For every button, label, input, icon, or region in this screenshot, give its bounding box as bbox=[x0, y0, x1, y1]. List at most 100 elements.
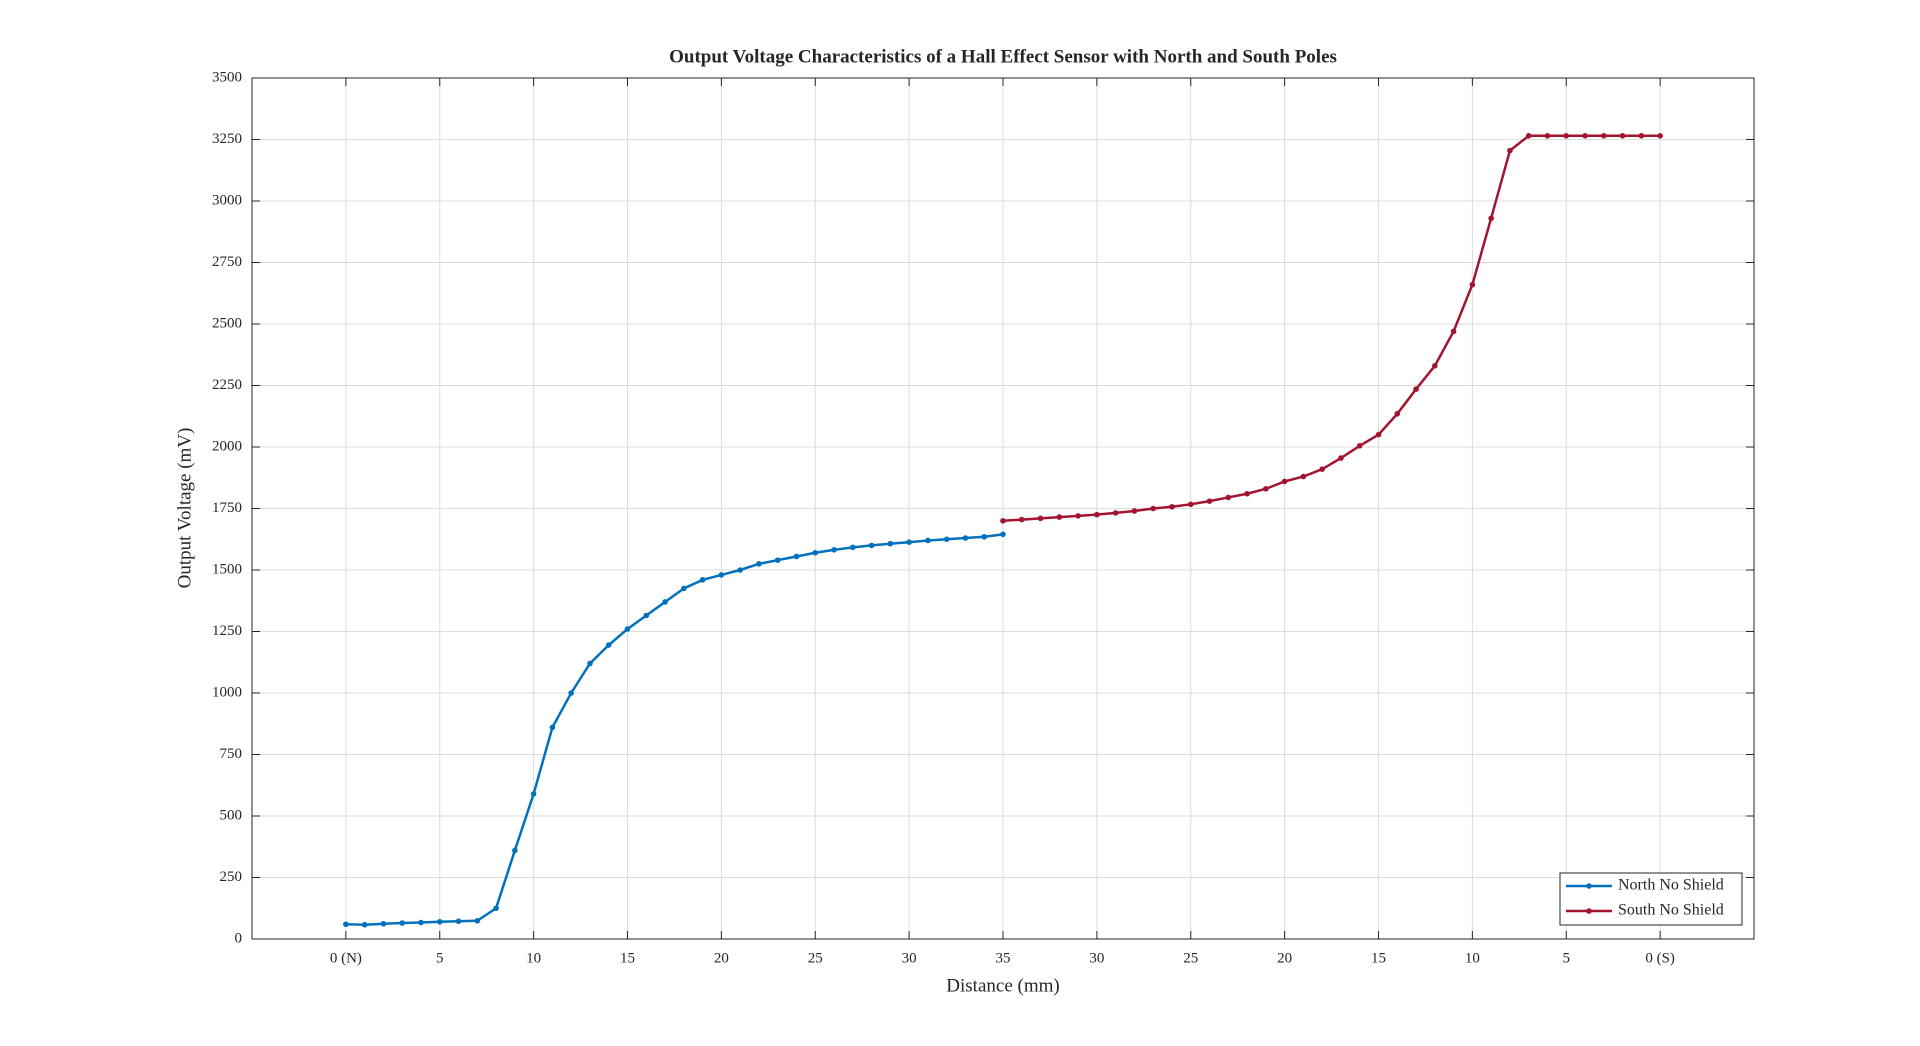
y-tick-label: 750 bbox=[220, 746, 243, 762]
data-point bbox=[399, 920, 406, 926]
data-point bbox=[1338, 455, 1344, 461]
data-point bbox=[587, 660, 593, 667]
x-tick-label: 30 bbox=[1089, 950, 1104, 966]
data-point bbox=[1000, 518, 1006, 524]
x-tick-label: 35 bbox=[996, 950, 1011, 966]
data-point bbox=[643, 612, 650, 619]
data-point bbox=[474, 917, 481, 924]
data-point bbox=[699, 577, 706, 583]
data-point bbox=[1488, 215, 1494, 222]
data-point bbox=[1394, 410, 1401, 417]
x-tick-label: 25 bbox=[1183, 950, 1198, 966]
data-point bbox=[343, 921, 349, 928]
data-point bbox=[1300, 473, 1307, 480]
x-tick-label: 30 bbox=[902, 950, 917, 966]
x-tick-label: 10 bbox=[1465, 950, 1480, 966]
data-point bbox=[981, 533, 988, 540]
x-tick-label: 20 bbox=[1277, 950, 1292, 966]
data-point bbox=[512, 847, 518, 854]
data-point bbox=[1413, 386, 1419, 392]
data-point bbox=[756, 561, 762, 567]
legend-marker bbox=[1586, 883, 1592, 889]
data-point bbox=[1375, 431, 1382, 438]
data-point bbox=[662, 599, 668, 605]
data-point bbox=[436, 918, 443, 925]
y-tick-label: 3000 bbox=[212, 192, 242, 208]
data-point bbox=[887, 540, 894, 547]
data-point bbox=[1018, 516, 1025, 523]
data-point bbox=[1037, 515, 1044, 522]
data-point bbox=[568, 690, 574, 696]
data-point bbox=[850, 544, 856, 551]
data-point bbox=[605, 642, 612, 648]
data-point bbox=[793, 553, 800, 560]
legend-label: North No Shield bbox=[1618, 877, 1724, 894]
data-point bbox=[1619, 133, 1626, 139]
data-point bbox=[737, 567, 743, 573]
data-point bbox=[1525, 133, 1532, 139]
data-point bbox=[493, 905, 499, 912]
y-tick-label: 0 bbox=[235, 930, 243, 946]
x-tick-label: 15 bbox=[620, 950, 635, 966]
data-point bbox=[812, 549, 819, 556]
data-point bbox=[1450, 328, 1457, 335]
y-tick-label: 1000 bbox=[212, 684, 242, 700]
y-tick-label: 1500 bbox=[212, 561, 242, 577]
x-axis-label: Distance (mm) bbox=[946, 975, 1059, 996]
data-point bbox=[1131, 508, 1138, 514]
data-point bbox=[361, 921, 368, 928]
data-point bbox=[718, 572, 725, 578]
y-tick-label: 3500 bbox=[212, 69, 242, 85]
data-point bbox=[1000, 531, 1006, 538]
data-point bbox=[681, 585, 687, 592]
data-point bbox=[1112, 510, 1119, 516]
data-line bbox=[345, 533, 1004, 926]
y-tick-label: 500 bbox=[220, 807, 243, 823]
chart-title: Output Voltage Characteristics of a Hall… bbox=[669, 46, 1337, 67]
data-point bbox=[549, 724, 556, 731]
y-axis-label: Output Voltage (mV) bbox=[174, 428, 195, 589]
data-point bbox=[624, 626, 631, 632]
data-point bbox=[1169, 503, 1175, 510]
y-tick-label: 2000 bbox=[212, 438, 242, 454]
x-tick-label: 10 bbox=[526, 950, 541, 966]
data-point bbox=[1507, 147, 1513, 154]
data-point bbox=[774, 557, 781, 563]
data-point bbox=[380, 920, 387, 927]
data-point bbox=[1356, 442, 1363, 449]
data-point bbox=[906, 539, 912, 546]
y-tick-label: 1750 bbox=[212, 500, 242, 516]
y-tick-label: 250 bbox=[220, 869, 243, 885]
data-point bbox=[943, 536, 950, 543]
data-point bbox=[455, 918, 462, 925]
x-tick-label: 25 bbox=[808, 950, 823, 966]
x-tick-label: 20 bbox=[714, 950, 729, 966]
data-point bbox=[1544, 133, 1551, 139]
data-point bbox=[1244, 490, 1250, 497]
data-point bbox=[868, 542, 875, 549]
data-point bbox=[1432, 363, 1438, 369]
y-tick-label: 3250 bbox=[212, 131, 242, 147]
data-point bbox=[1601, 133, 1607, 139]
x-tick-label: 0 (N) bbox=[330, 950, 362, 966]
data-point bbox=[1657, 133, 1663, 139]
data-point bbox=[1469, 281, 1476, 288]
data-point bbox=[1563, 133, 1570, 139]
legend-marker bbox=[1586, 908, 1592, 914]
data-point bbox=[925, 537, 931, 544]
x-tick-label: 5 bbox=[436, 950, 444, 966]
data-point bbox=[1075, 513, 1081, 519]
x-tick-label: 5 bbox=[1563, 950, 1571, 966]
plot-frame bbox=[251, 77, 1755, 940]
x-tick-label: 0 (S) bbox=[1645, 950, 1675, 966]
data-point bbox=[1225, 494, 1232, 501]
data-point bbox=[1056, 514, 1063, 520]
data-point bbox=[1582, 133, 1588, 139]
legend-label: South No Shield bbox=[1618, 902, 1724, 919]
data-line bbox=[1002, 134, 1661, 523]
data-point bbox=[1281, 478, 1288, 485]
data-point bbox=[831, 547, 837, 553]
data-point bbox=[962, 535, 969, 541]
data-point bbox=[1094, 511, 1100, 518]
